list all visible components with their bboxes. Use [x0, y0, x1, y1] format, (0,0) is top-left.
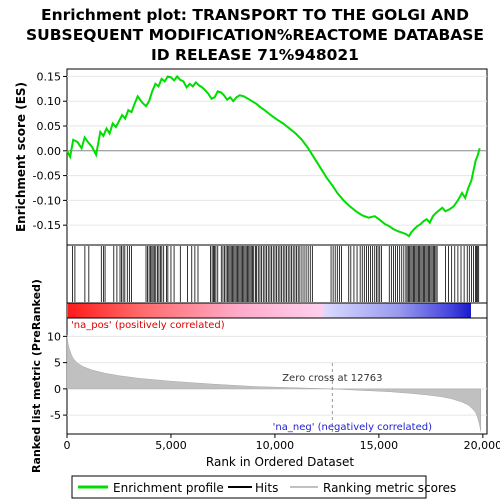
x-tick-label: 10,000 [256, 439, 295, 452]
es-y-tick-label: -0.15 [33, 219, 61, 232]
es-y-tick-label: 0.00 [37, 145, 62, 158]
es-y-tick-label: -0.05 [33, 170, 61, 183]
x-tick-label: 5,000 [155, 439, 187, 452]
ranked-y-tick-label: 5 [54, 357, 61, 370]
legend-ranking-label: Ranking metric scores [323, 481, 456, 495]
x-tick-label: 0 [64, 439, 71, 452]
es-panel: -0.15 -0.10 -0.05 0.00 0.05 0.10 0.15 Enrichme… [14, 69, 487, 245]
x-tick-label: 20,000 [464, 439, 500, 452]
es-panel-frame [67, 69, 487, 245]
zero-cross-label: Zero cross at 12763 [282, 373, 382, 384]
ranked-y-ticks: -5 0 5 10 [47, 330, 67, 422]
ranked-y-axis-label: Ranked list metric (PreRanked) [30, 279, 43, 473]
es-y-tick-label: 0.05 [37, 120, 62, 133]
es-y-ticks: -0.15 -0.10 -0.05 0.00 0.05 0.10 0.15 [33, 70, 67, 232]
legend-enrichment-label: Enrichment profile [113, 481, 224, 495]
chart-title-line-1: Enrichment plot: TRANSPORT TO THE GOLGI … [41, 6, 469, 24]
es-y-tick-label: 0.10 [37, 95, 62, 108]
chart-title-line-2: SUBSEQUENT MODIFICATION%REACTOME DATABAS… [26, 26, 484, 44]
neg-correlated-label: 'na_neg' (negatively correlated) [273, 422, 432, 433]
hits-panel-frame [67, 245, 487, 303]
ranked-y-tick-label: -5 [50, 409, 61, 422]
x-axis-label: Rank in Ordered Dataset [206, 455, 354, 469]
legend-hits-label: Hits [255, 481, 278, 495]
hits-panel [67, 245, 487, 303]
ranked-y-tick-label: 0 [54, 383, 61, 396]
rank-color-bar [67, 303, 487, 318]
x-axis: 0 5,000 10,000 15,000 20,000 [64, 434, 500, 452]
x-tick-label: 15,000 [360, 439, 399, 452]
ranked-panel-frame [67, 318, 487, 434]
es-y-axis-label: Enrichment score (ES) [14, 82, 28, 232]
ranked-y-tick-label: 10 [47, 330, 61, 343]
rank-color-bar-fill [68, 303, 471, 318]
pos-correlated-label: 'na_pos' (positively correlated) [71, 320, 225, 331]
es-y-tick-label: 0.15 [37, 70, 62, 83]
legend: Enrichment profile Hits Ranking metric s… [72, 476, 456, 498]
chart-title-line-3: ID RELEASE 71%948021 [151, 46, 359, 64]
es-y-tick-label: -0.10 [33, 194, 61, 207]
